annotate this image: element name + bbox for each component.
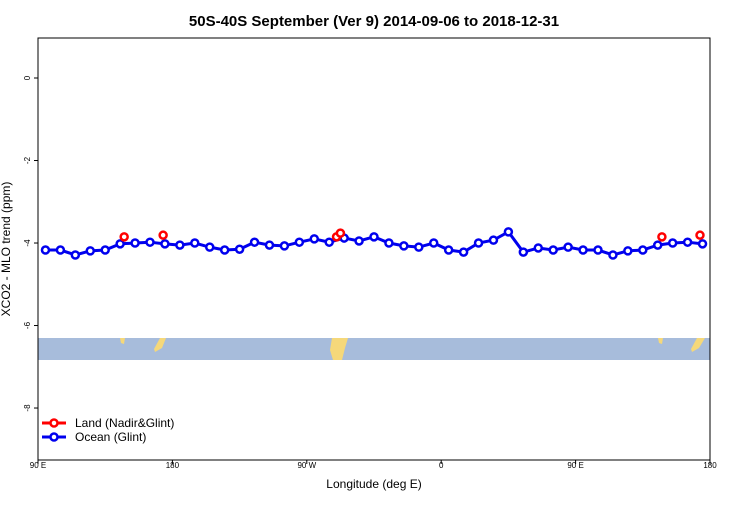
point: [100, 245, 110, 255]
x-tick-label: 0: [439, 461, 444, 470]
point: [354, 236, 364, 246]
x-tick-label: 90 E: [567, 461, 583, 470]
point: [608, 250, 618, 260]
point: [264, 240, 275, 250]
y-axis-label: XCO2 - MLO trend (ppm): [0, 182, 13, 317]
point: [369, 232, 379, 242]
point: [294, 237, 305, 247]
point: [695, 230, 705, 240]
point: [160, 239, 170, 249]
point: [657, 232, 667, 242]
x-tick-label: 180: [703, 461, 717, 470]
point: [697, 239, 708, 249]
point: [473, 238, 484, 248]
point: [578, 245, 588, 255]
y-tick-label: 0: [23, 75, 32, 80]
point: [593, 245, 603, 255]
point: [384, 238, 394, 248]
point: [548, 245, 558, 255]
point: [40, 245, 51, 255]
point: [335, 228, 346, 238]
point: [428, 238, 439, 248]
x-tick-label: 90 W: [297, 461, 316, 470]
point: [682, 237, 693, 247]
point: [249, 237, 260, 247]
point: [638, 245, 648, 255]
y-tick-label: -6: [23, 321, 32, 329]
point: [234, 244, 245, 254]
point: [130, 238, 140, 248]
point: [533, 243, 544, 253]
point: [204, 242, 215, 252]
x-axis-label: Longitude (deg E): [326, 477, 421, 491]
land-shapes: [120, 338, 705, 360]
point: [518, 247, 529, 257]
point: [85, 246, 96, 256]
point: [70, 250, 81, 260]
point: [399, 241, 409, 251]
y-tick-label: -8: [23, 404, 32, 412]
point: [324, 237, 334, 247]
point: [488, 235, 499, 245]
chart-title: 50S-40S September (Ver 9) 2014-09-06 to …: [189, 13, 559, 30]
point: [503, 227, 514, 237]
point: [414, 242, 424, 252]
x-tick-label: 180: [166, 461, 180, 470]
point: [563, 242, 573, 252]
point: [55, 245, 66, 255]
point: [219, 245, 230, 255]
point: [119, 232, 129, 242]
point: [309, 234, 320, 244]
point: [458, 247, 469, 257]
point: [190, 238, 200, 248]
point: [115, 239, 125, 249]
legend-label: Ocean (Glint): [75, 430, 146, 444]
point: [667, 238, 678, 248]
point: [652, 240, 663, 250]
y-tick-label: -4: [23, 239, 32, 247]
point: [623, 246, 633, 256]
map-strip: [38, 338, 710, 360]
legend-marker: [49, 432, 59, 442]
point: [145, 237, 155, 247]
point: [158, 230, 168, 240]
x-tick-label: 90 E: [30, 461, 46, 470]
y-tick-label: -2: [23, 156, 32, 164]
plot-frame: [37, 37, 711, 461]
point: [175, 240, 185, 250]
point: [443, 245, 454, 255]
legend-label: Land (Nadir&Glint): [75, 416, 174, 430]
point: [279, 241, 290, 251]
legend-marker: [49, 418, 59, 428]
